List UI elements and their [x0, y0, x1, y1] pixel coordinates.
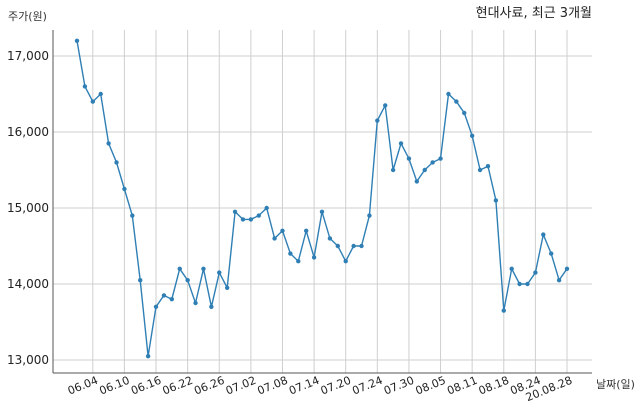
data-point [114, 160, 119, 165]
data-point [343, 259, 348, 264]
y-tick-label: 13,000 [7, 353, 49, 367]
data-point [509, 266, 514, 271]
data-point [351, 243, 356, 249]
data-point [240, 217, 246, 222]
data-point [272, 236, 277, 241]
data-point [327, 236, 333, 241]
data-point [438, 156, 443, 161]
data-point [359, 243, 364, 249]
data-point [224, 285, 230, 290]
data-point [383, 103, 388, 108]
data-point [454, 99, 459, 104]
chart-title: 현대사료, 최근 3개월 [476, 6, 592, 21]
data-point [493, 198, 499, 203]
data-point [564, 266, 570, 271]
data-point [533, 270, 538, 275]
x-tick-label: 06.10 [97, 374, 131, 398]
data-point [303, 228, 309, 233]
x-tick-label: 08.18 [477, 374, 511, 398]
data-point [217, 270, 222, 275]
x-tick-label: 07.20 [319, 374, 353, 398]
y-tick-label: 14,000 [7, 277, 49, 291]
data-point [541, 232, 546, 237]
data-point [193, 300, 198, 306]
data-point [90, 99, 96, 104]
data-point [462, 110, 467, 116]
x-axis-label: 날짜(일) [596, 377, 635, 391]
data-point [501, 308, 506, 313]
data-point [256, 213, 261, 218]
data-point [375, 118, 380, 123]
data-point [232, 209, 238, 214]
data-point [169, 297, 175, 302]
data-point [367, 213, 372, 218]
data-point [311, 255, 317, 260]
data-point [422, 167, 427, 173]
y-tick-label: 15,000 [7, 201, 49, 215]
data-point [485, 164, 491, 169]
x-tick-label: 06.22 [161, 374, 195, 398]
data-point [106, 141, 111, 146]
x-tick-label: 07.24 [350, 374, 384, 398]
data-point [280, 228, 285, 233]
x-tick-label: 08.05 [414, 374, 448, 398]
data-point [74, 38, 80, 43]
data-point [185, 278, 190, 283]
data-point [319, 209, 325, 214]
data-point [446, 91, 451, 97]
data-point [335, 243, 341, 249]
data-point [248, 217, 254, 222]
x-tick-label: 07.02 [224, 374, 258, 398]
y-axis-label: 주가(원) [8, 10, 47, 23]
y-tick-label: 16,000 [7, 125, 49, 139]
data-point [469, 133, 475, 138]
data-point [145, 354, 151, 359]
data-point [82, 84, 88, 89]
x-tick-label: 06.26 [192, 374, 226, 398]
data-point [398, 141, 404, 146]
y-tick-label: 17,000 [7, 49, 49, 63]
data-point [288, 251, 293, 256]
data-point [138, 278, 143, 283]
data-point [153, 304, 159, 309]
grid-layer [53, 30, 592, 373]
data-point [548, 251, 554, 256]
data-point [209, 304, 214, 309]
data-point [161, 293, 167, 298]
data-point [98, 91, 103, 97]
label-layer: 현대사료, 최근 3개월 주가(원) 날짜(일) [8, 6, 635, 391]
series-line [76, 40, 568, 357]
x-tick-label: 06.16 [129, 374, 163, 398]
data-point [517, 281, 522, 287]
x-tick-label: 06.04 [66, 374, 100, 398]
data-point [390, 167, 396, 173]
data-point [264, 205, 269, 211]
x-tick-label: 07.14 [287, 374, 321, 398]
data-point [525, 281, 530, 287]
data-point [177, 266, 182, 271]
x-tick-label: 07.30 [382, 374, 416, 398]
x-tick-label: 07.08 [256, 374, 290, 398]
series-layer [74, 38, 570, 359]
data-point [122, 186, 127, 192]
data-point [130, 213, 135, 218]
x-tick-label: 08.11 [445, 374, 479, 398]
data-point [556, 278, 562, 283]
data-point [296, 259, 301, 264]
data-point [414, 179, 420, 184]
data-point [477, 167, 483, 173]
data-point [201, 266, 206, 271]
data-point [430, 160, 435, 165]
data-point [406, 156, 412, 161]
